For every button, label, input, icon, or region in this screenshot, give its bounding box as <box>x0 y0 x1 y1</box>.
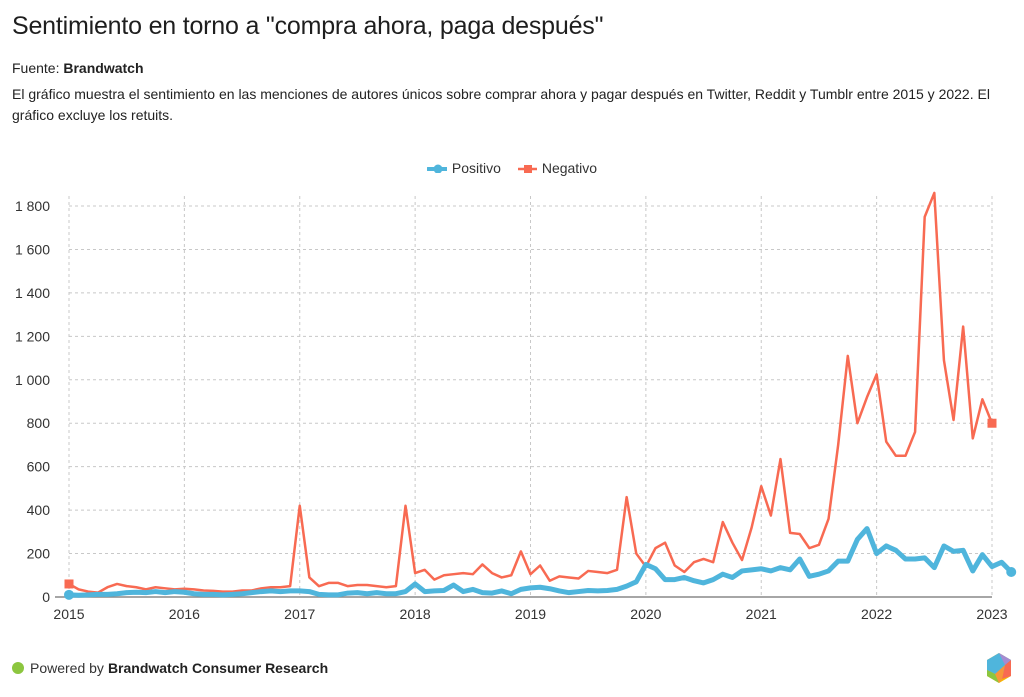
legend-item-positivo[interactable]: Positivo <box>426 160 501 176</box>
point-marker-negativo[interactable] <box>64 579 74 589</box>
legend-circle-icon <box>426 164 447 173</box>
brandwatch-logo-icon <box>987 653 1011 683</box>
x-tick-label: 2017 <box>284 606 315 620</box>
legend-item-negativo[interactable]: Negativo <box>517 160 597 176</box>
footer-prefix: Powered by <box>30 660 104 676</box>
footer: Powered by Brandwatch Consumer Research <box>12 660 328 676</box>
grid <box>68 196 993 597</box>
line-chart: 0 200 400 600 800 1 000 1 200 1 400 1 600 1 800 2… <box>15 191 1017 620</box>
y-axis: 0 200 400 600 800 1 000 1 200 1 400 1 600 1 800 <box>15 198 50 605</box>
y-tick-label: 1 400 <box>15 285 50 301</box>
point-marker-positivo[interactable] <box>64 589 74 600</box>
x-tick-label: 2021 <box>746 606 777 620</box>
x-axis: 2015 2016 2017 2018 2019 2020 2021 2022 2023 <box>53 596 1008 620</box>
x-tick-label: 2015 <box>53 606 84 620</box>
x-tick-label: 2016 <box>169 606 200 620</box>
y-tick-label: 800 <box>27 415 51 431</box>
point-marker-positivo[interactable] <box>1006 567 1017 578</box>
x-tick-label: 2023 <box>976 606 1007 620</box>
y-tick-label: 600 <box>27 459 51 475</box>
point-marker-negativo[interactable] <box>987 418 997 428</box>
series-line-negativo[interactable] <box>67 191 994 594</box>
y-tick-label: 1 000 <box>15 372 50 388</box>
source-label: Fuente: <box>12 60 60 76</box>
chart-description: El gráfico muestra el sentimiento en las… <box>12 86 990 123</box>
y-tick-label: 1 200 <box>15 328 50 344</box>
source-value: Brandwatch <box>63 60 144 76</box>
y-tick-label: 1 600 <box>15 241 50 257</box>
chart-title: Sentimiento en torno a "compra ahora, pa… <box>12 12 604 40</box>
legend-label-positivo: Positivo <box>451 160 501 176</box>
x-tick-label: 2018 <box>400 606 431 620</box>
legend-label-negativo: Negativo <box>541 160 598 176</box>
legend-square-icon <box>517 165 537 173</box>
legend: Positivo Negativo <box>0 160 1024 176</box>
y-tick-label: 400 <box>27 502 51 518</box>
source-line: Fuente: Brandwatch <box>12 60 144 76</box>
series-line-positivo[interactable] <box>66 526 1014 598</box>
x-tick-label: 2019 <box>515 606 546 620</box>
y-tick-label: 1 800 <box>15 198 50 214</box>
y-tick-label: 0 <box>42 589 50 605</box>
status-dot-icon <box>12 662 24 674</box>
x-tick-label: 2022 <box>861 606 892 620</box>
x-tick-label: 2020 <box>630 606 661 620</box>
footer-brand[interactable]: Brandwatch Consumer Research <box>107 660 329 676</box>
y-tick-label: 200 <box>27 546 51 562</box>
series-lines <box>64 191 1017 600</box>
